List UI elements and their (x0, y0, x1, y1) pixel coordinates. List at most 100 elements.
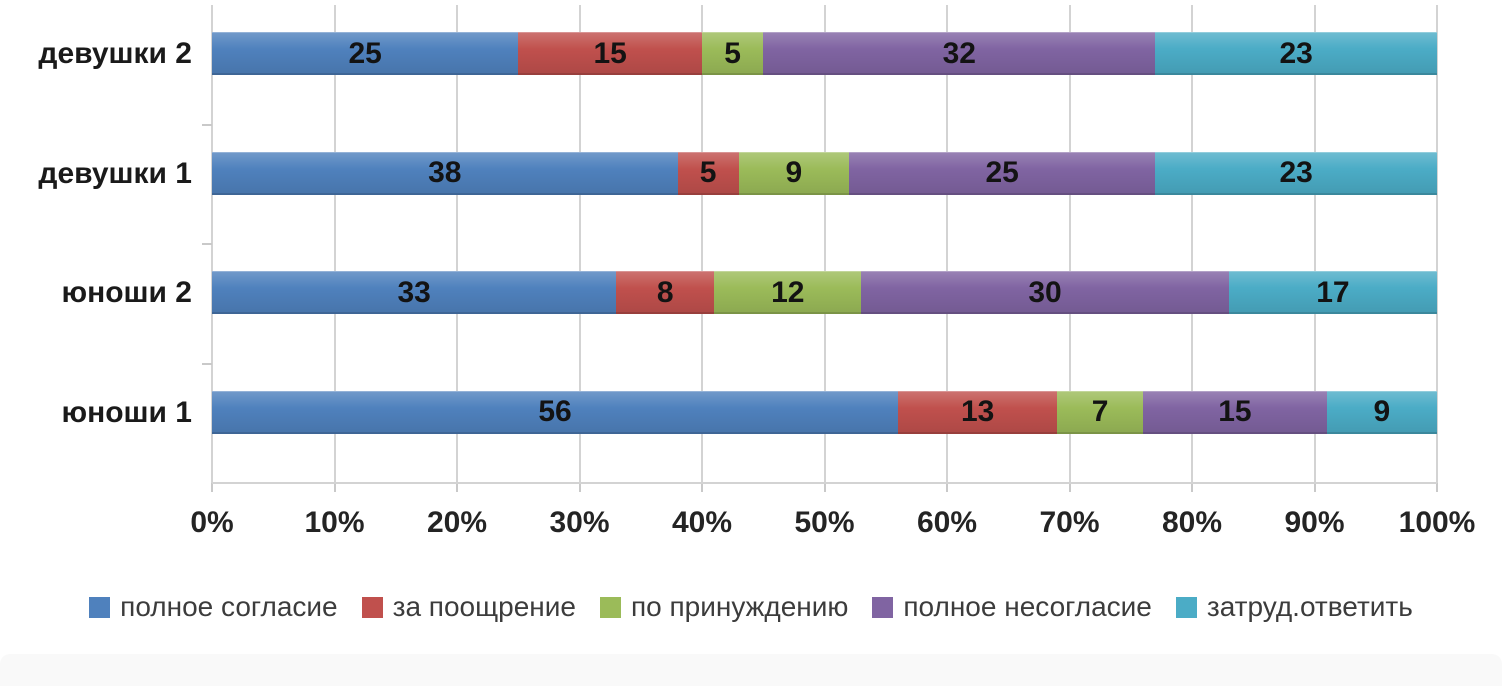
category-label: юноши 2 (61, 276, 192, 309)
bar-value-label: 9 (785, 156, 803, 189)
bar-value-label: 15 (593, 36, 627, 70)
x-axis-tick-label: 80% (1161, 506, 1223, 539)
gridline (211, 5, 213, 483)
bar-segment: 15 (1143, 390, 1327, 434)
x-axis-tick (1313, 483, 1316, 492)
legend-swatch (1175, 596, 1197, 618)
bar-value-label: 56 (538, 395, 572, 428)
bar-segment: 25 (849, 151, 1156, 195)
bar-row: 38 5 9 25 23 (212, 151, 1437, 195)
bar-segment: 17 (1228, 271, 1437, 314)
bar-segment: 32 (763, 32, 1156, 75)
x-axis-tick (946, 483, 948, 492)
bar-segment: 15 (518, 32, 702, 75)
bar-segment: 9 (1326, 390, 1437, 434)
gridline (823, 5, 826, 483)
x-axis-tick-label: 20% (426, 506, 488, 539)
gridline (946, 5, 948, 483)
legend-item: за поощрение (361, 591, 576, 622)
bar-value-label: 9 (1373, 395, 1391, 428)
bar-value-label: 15 (1218, 395, 1252, 428)
gridline (333, 5, 336, 483)
legend-swatch (599, 596, 621, 618)
x-axis-tick (823, 483, 826, 492)
category-label: девушки 2 (38, 37, 192, 70)
category-label: юноши 1 (61, 395, 192, 429)
legend-item: полное согласие (89, 591, 338, 622)
bar-value-label: 38 (428, 156, 462, 189)
x-axis-tick-label: 90% (1284, 506, 1345, 539)
bar-segment: 23 (1155, 151, 1437, 195)
legend-label: полное несогласие (903, 591, 1152, 622)
bar-segment: 13 (898, 390, 1058, 434)
legend-label: полное согласие (120, 591, 338, 622)
bar-value-label: 17 (1316, 275, 1350, 309)
bar-value-label: 8 (656, 275, 674, 309)
bar-segment: 23 (1155, 32, 1437, 75)
x-axis-tick-label: 70% (1039, 506, 1100, 539)
x-axis-tick-label: 0% (190, 506, 234, 539)
y-axis-tick (202, 123, 212, 126)
gridline (1191, 5, 1193, 483)
x-axis-line (212, 482, 1437, 484)
x-axis-tick-label: 40% (671, 506, 733, 539)
bar-segment: 8 (616, 271, 715, 314)
bar-segment: 38 (212, 151, 678, 195)
legend-swatch (872, 596, 894, 618)
bar-value-label: 7 (1091, 395, 1109, 428)
bottom-band (0, 654, 1502, 686)
y-axis-tick (202, 243, 212, 245)
bar-segment: 5 (702, 32, 764, 75)
gridline (1436, 5, 1438, 483)
plot-area: 25 15 5 32 23 38 5 9 25 23 33 8 12 30 17 56 13 7 15 9 (202, 5, 1438, 492)
x-axis-tick (1068, 483, 1071, 492)
bar-value-label: 25 (985, 156, 1019, 189)
x-axis-tick (211, 483, 213, 492)
bar-segment: 33 (212, 271, 617, 314)
legend: полное согласие за поощрение по принуждени… (0, 593, 1502, 621)
x-axis-tick-label: 50% (794, 506, 855, 539)
gridline (1068, 5, 1071, 483)
bar-segment: 25 (212, 32, 519, 75)
legend-swatch (89, 596, 111, 618)
gridline (456, 5, 458, 483)
bar-segment: 56 (212, 390, 898, 434)
bar-value-label: 30 (1028, 275, 1062, 309)
legend-item: по принуждению (599, 591, 849, 622)
x-axis-tick (1191, 483, 1193, 492)
bar-value-label: 5 (724, 36, 741, 70)
bar-row: 33 8 12 30 17 (212, 271, 1437, 314)
bar-value-label: 32 (942, 36, 976, 70)
legend-swatch (361, 596, 383, 618)
bar-row: 25 15 5 32 23 (212, 32, 1437, 75)
gridline (701, 5, 703, 483)
x-axis-tick (1436, 483, 1438, 492)
bar-row: 56 13 7 15 9 (212, 390, 1437, 434)
legend-label: по принуждению (630, 591, 849, 622)
legend-item: полное несогласие (872, 593, 1152, 621)
bar-segment: 9 (738, 151, 849, 195)
bar-segment: 30 (861, 271, 1229, 314)
legend-item: затруд.ответить (1175, 591, 1413, 622)
bar-value-label: 13 (960, 395, 995, 428)
bar-value-label: 12 (771, 275, 805, 309)
bar-value-label: 33 (397, 275, 431, 309)
gridline (578, 5, 581, 483)
y-axis-tick (202, 362, 212, 365)
legend-label: затруд.ответить (1206, 591, 1413, 622)
category-label: девушки 1 (38, 156, 192, 190)
bar-value-label: 23 (1279, 156, 1313, 189)
bar-value-label: 23 (1279, 36, 1313, 70)
x-axis-tick-label: 100% (1398, 506, 1476, 539)
x-axis-tick (333, 483, 336, 492)
legend-label: за поощрение (392, 591, 576, 622)
x-axis-tick-label: 30% (549, 506, 610, 539)
x-axis-tick (456, 483, 458, 492)
bar-segment: 12 (714, 271, 862, 314)
x-axis-tick (578, 483, 581, 492)
bar-segment: 5 (677, 151, 739, 195)
gridline (1313, 5, 1316, 483)
x-axis-tick-label: 10% (304, 506, 365, 539)
bar-value-label: 25 (348, 36, 382, 70)
